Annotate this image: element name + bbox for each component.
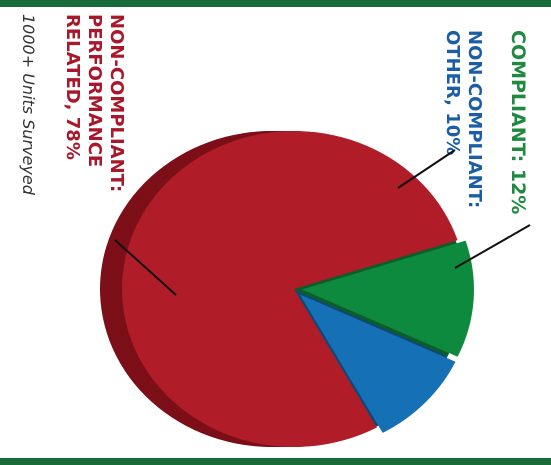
units-surveyed-note: 1000+ Units Surveyed xyxy=(19,14,38,196)
pie-slices xyxy=(100,131,474,447)
bottom-border xyxy=(0,458,551,465)
top-border xyxy=(0,0,551,7)
label-other-line1: NON-COMPLIANT: xyxy=(464,30,485,208)
slice-compliant xyxy=(301,240,474,357)
slice-performance xyxy=(122,131,458,447)
slice-other xyxy=(299,294,456,433)
leader-compliant xyxy=(454,224,531,269)
label-compliant: COMPLIANT: 12% xyxy=(507,30,529,214)
label-performance-line3: RELATED, 78% xyxy=(62,14,83,160)
label-performance-line2: PERFORMANCE xyxy=(84,14,105,167)
label-performance-line1: NON-COMPLIANT: xyxy=(106,14,127,192)
leader-other xyxy=(397,149,456,189)
leader-performance xyxy=(114,239,177,296)
label-other-line2: OTHER, 10% xyxy=(442,30,463,155)
